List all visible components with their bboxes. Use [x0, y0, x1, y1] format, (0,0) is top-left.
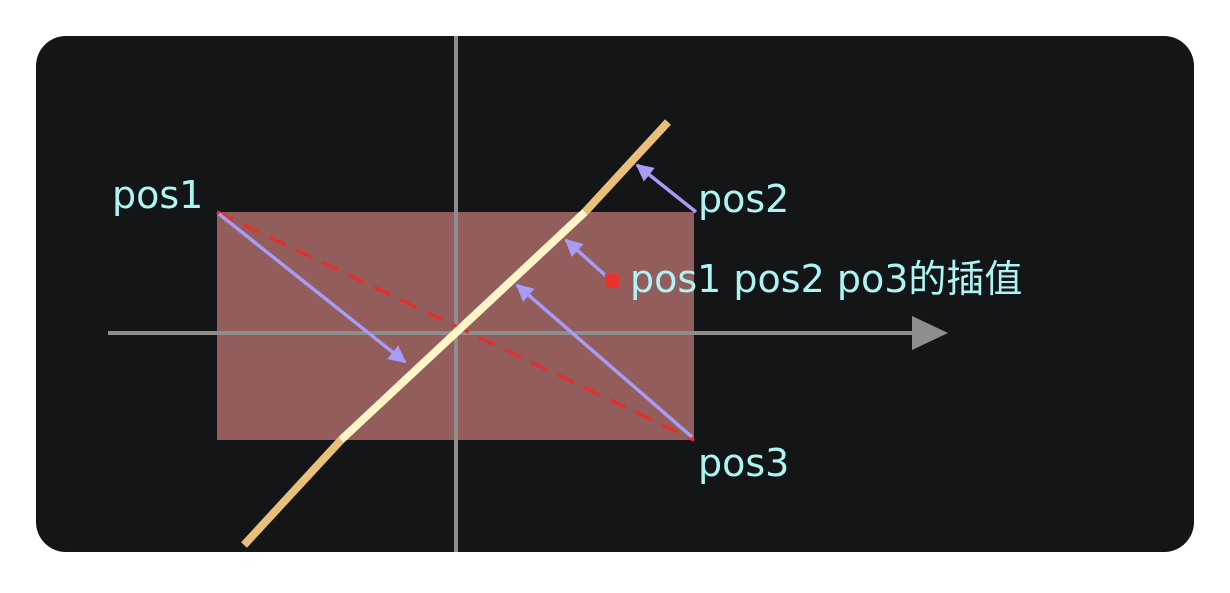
arrow-pos2 — [635, 163, 698, 214]
label-interpolation: pos1 pos2 po3的插值 — [630, 257, 1022, 301]
arrow-pos3 — [515, 283, 694, 439]
interpolation-point — [605, 274, 619, 288]
diagonal-line-upper — [582, 119, 671, 215]
diagonal-line-highlight — [338, 209, 588, 443]
diagonal-line-lower — [241, 437, 344, 548]
arrow-pos1 — [217, 212, 407, 364]
label-pos3: pos3 — [698, 441, 789, 485]
x-axis-arrowhead — [912, 316, 948, 350]
label-pos2: pos2 — [698, 177, 789, 221]
dashed-line-pos1-pos3 — [216, 210, 695, 442]
label-pos1: pos1 — [112, 173, 203, 217]
arrow-interpolation — [564, 238, 608, 278]
